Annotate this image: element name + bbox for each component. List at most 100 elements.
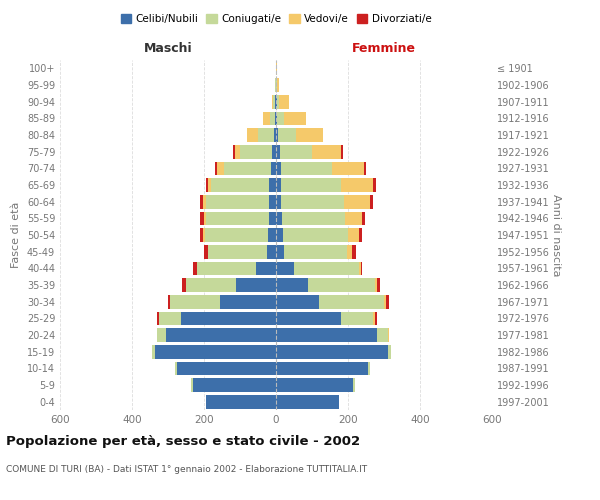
Bar <box>281 162 332 175</box>
Bar <box>276 245 284 258</box>
Bar <box>157 328 166 342</box>
Bar <box>276 112 277 125</box>
Bar <box>276 395 339 408</box>
Bar <box>152 345 155 358</box>
Bar <box>275 112 276 125</box>
Bar <box>375 312 377 325</box>
Bar <box>373 178 376 192</box>
Bar <box>276 228 283 242</box>
Bar <box>277 112 284 125</box>
Bar <box>166 328 276 342</box>
Bar <box>370 195 373 208</box>
Bar <box>386 295 389 308</box>
Bar <box>268 228 276 242</box>
Bar <box>269 212 276 225</box>
Bar <box>276 178 281 192</box>
Bar <box>346 212 362 225</box>
Bar <box>236 278 276 292</box>
Bar <box>193 378 276 392</box>
Bar <box>294 262 359 275</box>
Bar <box>377 328 388 342</box>
Bar <box>278 95 289 108</box>
Bar <box>344 195 370 208</box>
Bar <box>191 378 193 392</box>
Bar <box>278 128 296 142</box>
Text: Popolazione per età, sesso e stato civile - 2002: Popolazione per età, sesso e stato civil… <box>6 435 360 448</box>
Bar <box>208 245 267 258</box>
Bar <box>359 228 362 242</box>
Bar <box>170 295 220 308</box>
Bar <box>168 295 170 308</box>
Bar <box>206 178 208 192</box>
Bar <box>204 212 206 225</box>
Bar <box>361 262 362 275</box>
Bar <box>247 128 258 142</box>
Bar <box>204 245 208 258</box>
Legend: Celibi/Nubili, Coniugati/e, Vedovi/e, Divorziati/e: Celibi/Nubili, Coniugati/e, Vedovi/e, Di… <box>116 10 436 29</box>
Bar <box>175 362 177 375</box>
Bar <box>276 95 277 108</box>
Bar <box>283 212 346 225</box>
Bar <box>276 78 277 92</box>
Bar <box>206 195 269 208</box>
Bar <box>203 228 205 242</box>
Bar <box>272 95 274 108</box>
Bar <box>240 145 272 158</box>
Bar <box>276 162 281 175</box>
Bar <box>200 228 203 242</box>
Bar <box>281 178 341 192</box>
Bar <box>388 328 389 342</box>
Bar <box>274 128 276 142</box>
Bar <box>233 145 235 158</box>
Bar <box>277 78 278 92</box>
Bar <box>276 345 388 358</box>
Bar <box>272 145 276 158</box>
Bar <box>277 95 278 108</box>
Bar <box>193 262 197 275</box>
Bar <box>280 145 312 158</box>
Bar <box>256 262 276 275</box>
Bar <box>283 228 348 242</box>
Bar <box>341 178 373 192</box>
Bar <box>186 278 236 292</box>
Bar <box>275 95 276 108</box>
Bar <box>276 62 277 75</box>
Bar <box>203 195 206 208</box>
Bar <box>217 162 224 175</box>
Bar <box>341 312 373 325</box>
Bar <box>312 145 341 158</box>
Bar <box>157 312 159 325</box>
Bar <box>348 228 359 242</box>
Bar <box>276 295 319 308</box>
Bar <box>263 112 270 125</box>
Bar <box>377 278 380 292</box>
Bar <box>352 245 356 258</box>
Bar <box>267 245 276 258</box>
Bar <box>224 162 271 175</box>
Bar <box>206 395 276 408</box>
Bar <box>364 162 366 175</box>
Bar <box>276 278 308 292</box>
Bar <box>274 95 275 108</box>
Y-axis label: Anni di nascita: Anni di nascita <box>551 194 561 276</box>
Bar <box>271 162 276 175</box>
Bar <box>220 295 276 308</box>
Bar <box>388 345 391 358</box>
Bar <box>258 128 274 142</box>
Bar <box>155 345 276 358</box>
Bar <box>270 112 275 125</box>
Bar <box>276 145 280 158</box>
Bar <box>319 295 384 308</box>
Bar <box>276 212 283 225</box>
Bar <box>368 362 370 375</box>
Bar <box>211 178 269 192</box>
Y-axis label: Fasce di età: Fasce di età <box>11 202 21 268</box>
Bar <box>332 162 364 175</box>
Text: Maschi: Maschi <box>143 42 193 55</box>
Bar <box>276 378 353 392</box>
Bar <box>159 312 181 325</box>
Bar <box>276 312 341 325</box>
Bar <box>205 228 268 242</box>
Bar <box>215 162 217 175</box>
Bar <box>269 178 276 192</box>
